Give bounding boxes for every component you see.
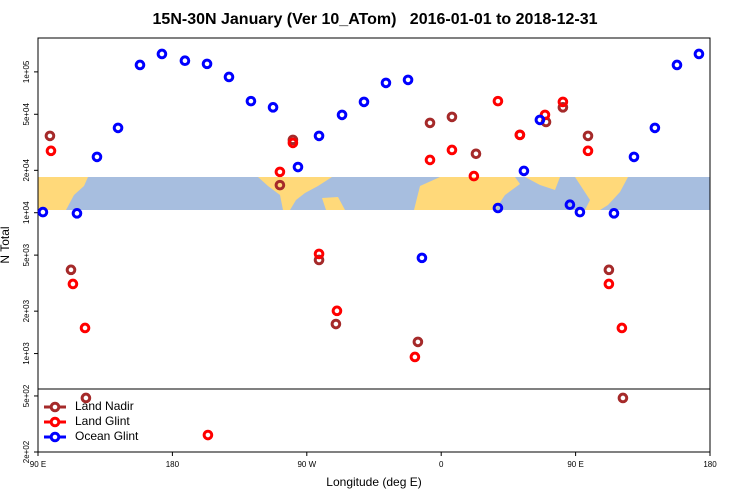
data-point [446, 144, 458, 156]
data-point [534, 114, 546, 126]
data-point [79, 322, 91, 334]
data-point [557, 96, 569, 108]
legend-marker [49, 401, 61, 413]
y-tick-label: 2e+02 [22, 440, 31, 463]
data-point [313, 248, 325, 260]
legend-label: Land Glint [75, 414, 130, 428]
data-point [468, 170, 480, 182]
x-axis-label: Longitude (deg E) [326, 475, 421, 489]
x-tick-label: 180 [703, 460, 717, 469]
data-point [112, 122, 124, 134]
map-strip [38, 177, 710, 210]
data-point [603, 278, 615, 290]
y-tick-label: 2e+04 [22, 159, 31, 182]
data-point [380, 77, 392, 89]
data-point [603, 264, 615, 276]
data-point [492, 202, 504, 214]
data-point [223, 71, 235, 83]
data-point [518, 165, 530, 177]
data-point [45, 145, 57, 157]
x-tick-label: 90 E [30, 460, 46, 469]
data-point [564, 199, 576, 211]
data-point [514, 129, 526, 141]
data-point [267, 102, 279, 113]
x-tick-label: 0 [439, 460, 444, 469]
data-point [179, 55, 191, 67]
data-point [409, 351, 421, 363]
y-tick-label: 5e+02 [22, 384, 31, 407]
data-point [80, 392, 92, 404]
data-point [693, 48, 705, 60]
data-point [274, 179, 286, 191]
data-point [65, 264, 77, 276]
x-tick-label: 180 [166, 460, 180, 469]
data-point [671, 59, 683, 71]
data-point [245, 95, 257, 107]
data-point [330, 318, 342, 330]
data-point [628, 151, 640, 163]
x-tick-label: 90 E [567, 460, 583, 469]
data-point [91, 151, 103, 163]
y-tick-label: 1e+04 [22, 201, 31, 224]
y-tick-label: 1e+05 [22, 60, 31, 83]
data-point [582, 145, 594, 157]
data-point [71, 208, 83, 219]
legend-marker [49, 416, 61, 428]
data-point [492, 95, 504, 107]
data-point [649, 122, 661, 134]
data-point [608, 208, 620, 219]
data-point [557, 102, 569, 113]
y-tick-label: 1e+03 [22, 342, 31, 365]
data-point [424, 154, 436, 166]
chart-title: 15N-30N January (Ver 10_ATom) 2016-01-01… [153, 11, 598, 28]
data-point [44, 130, 56, 142]
data-point [202, 429, 214, 441]
data-point [424, 117, 436, 129]
data-point [416, 252, 428, 264]
data-point [274, 166, 286, 178]
data-point [156, 48, 168, 60]
data-point [292, 161, 304, 173]
data-point [67, 278, 79, 290]
y-tick-label: 5e+04 [22, 102, 31, 125]
legend-label: Ocean Glint [75, 429, 139, 443]
data-point [134, 59, 146, 71]
data-point [402, 74, 414, 86]
data-point [287, 137, 299, 149]
data-point [37, 206, 49, 218]
data-point [446, 111, 458, 123]
data-point [331, 305, 343, 317]
legend-label: Land Nadir [75, 399, 134, 413]
data-point [574, 206, 586, 218]
data-point [616, 322, 628, 334]
data-point [582, 130, 594, 142]
data-point [617, 392, 629, 404]
data-point [412, 336, 424, 348]
data-point [470, 148, 482, 160]
data-point [313, 254, 325, 266]
data-point [336, 109, 348, 121]
y-tick-label: 2e+03 [22, 299, 31, 322]
plot-frame [37, 37, 711, 453]
data-point [201, 58, 213, 70]
data-point [358, 96, 370, 108]
y-axis-label: N Total [0, 226, 12, 263]
legend-marker [49, 431, 61, 443]
x-tick-label: 90 W [297, 460, 316, 469]
data-point [313, 130, 325, 142]
y-tick-label: 5e+03 [22, 243, 31, 266]
